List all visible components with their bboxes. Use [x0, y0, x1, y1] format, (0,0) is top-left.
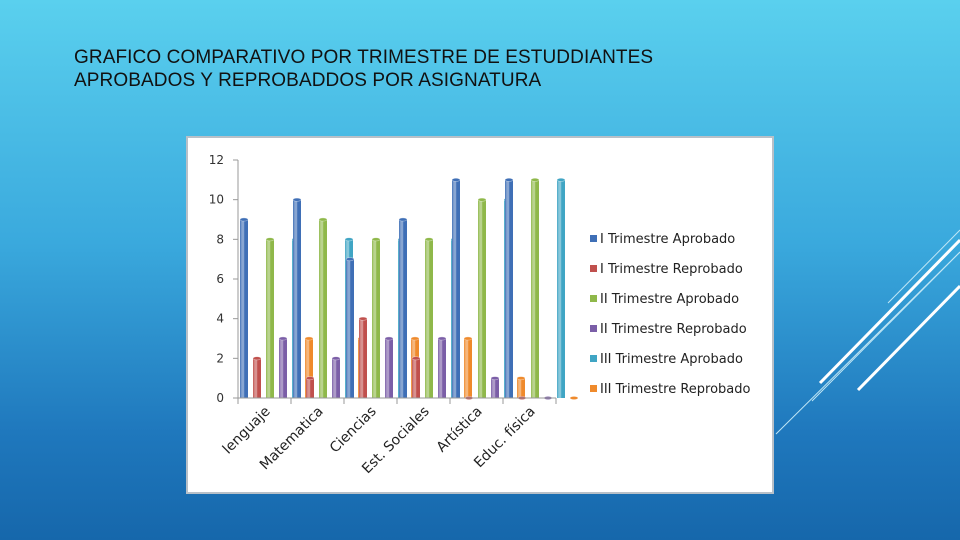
bar-cap [411, 356, 421, 361]
bar-cap [318, 217, 328, 222]
chart-frame: 0 2 4 6 8 10 12 lenguaje Matematica Ciencias Est.… [186, 136, 774, 494]
bar-cap [304, 336, 314, 341]
bar-shine [491, 378, 499, 398]
bar-cap [384, 336, 394, 341]
bar-cap [371, 237, 381, 242]
bar-shine [464, 338, 472, 398]
legend-swatch [590, 325, 597, 332]
bar-shine [438, 338, 446, 398]
y-tick-label: 12 [209, 153, 224, 167]
bar-cap [556, 177, 566, 182]
bar-cap [278, 336, 288, 341]
bars [239, 177, 579, 400]
legend-label: I Trimestre Reprobado [600, 262, 743, 277]
bar-shine [478, 199, 486, 398]
bar-shine [372, 239, 380, 398]
y-tick-label: 4 [216, 312, 224, 326]
x-category-label: Ciencias [327, 404, 380, 457]
bar-cap [504, 177, 514, 182]
bar-cap [530, 177, 540, 182]
bar-shine [279, 338, 287, 398]
legend-swatch [590, 355, 597, 362]
legend-label: III Trimestre Reprobado [600, 382, 751, 397]
bar-shine [399, 219, 407, 398]
legend-swatch [590, 385, 597, 392]
bar-cap [252, 356, 262, 361]
legend-label: II Trimestre Aprobado [600, 292, 739, 307]
bar-cap [451, 177, 461, 182]
bar-shine [425, 239, 433, 398]
legend-label: II Trimestre Reprobado [600, 322, 747, 337]
legend-swatch [590, 295, 597, 302]
bar-shine [319, 219, 327, 398]
bar-cap [331, 356, 341, 361]
bar-shine [305, 338, 313, 398]
bar-cap [424, 237, 434, 242]
bar-cap [477, 197, 487, 202]
bar-shine [332, 358, 340, 398]
bar-shine [240, 219, 248, 398]
bar-shine [253, 358, 261, 398]
bar-cap [516, 376, 526, 381]
bar-shine [266, 239, 274, 398]
bar-cap [410, 336, 420, 341]
bar-cap [490, 376, 500, 381]
bar-shine [346, 259, 354, 398]
bar-cap [305, 376, 315, 381]
bar-shine [517, 378, 525, 398]
bar-cap [344, 237, 354, 242]
y-tick-label: 2 [216, 351, 224, 365]
y-tick-label: 6 [216, 272, 224, 286]
bar-shine [306, 378, 314, 398]
bar-cap [463, 336, 473, 341]
legend-swatch [590, 265, 597, 272]
bar-cap [398, 217, 408, 222]
bar-shine [557, 179, 565, 398]
bar-cap [345, 257, 355, 262]
y-axis: 0 2 4 6 8 10 12 [209, 153, 239, 405]
bar-cap [437, 336, 447, 341]
legend-swatch [590, 235, 597, 242]
bar-shine [452, 179, 460, 398]
bar-shine [412, 358, 420, 398]
bar-shine [531, 179, 539, 398]
x-category-label: Artística [434, 404, 486, 456]
bar-cap [239, 217, 249, 222]
legend: I Trimestre Aprobado I Trimestre Reprobad… [590, 232, 751, 397]
bar-cap [292, 197, 302, 202]
y-tick-label: 8 [216, 232, 224, 246]
bar-shine [293, 199, 301, 398]
legend-label: III Trimestre Aprobado [600, 352, 743, 367]
y-tick-label: 0 [216, 391, 224, 405]
bar-cap [569, 396, 579, 400]
legend-label: I Trimestre Aprobado [600, 232, 735, 247]
x-category-label: lenguaje [220, 404, 274, 458]
bar-shine [385, 338, 393, 398]
bar-cap [265, 237, 275, 242]
y-tick-label: 10 [209, 193, 224, 207]
slide-title: GRAFICO COMPARATIVO POR TRIMESTRE DE EST… [74, 47, 654, 91]
bar-cap [358, 316, 368, 321]
bar-shine [505, 179, 513, 398]
bar-shine [359, 318, 367, 398]
